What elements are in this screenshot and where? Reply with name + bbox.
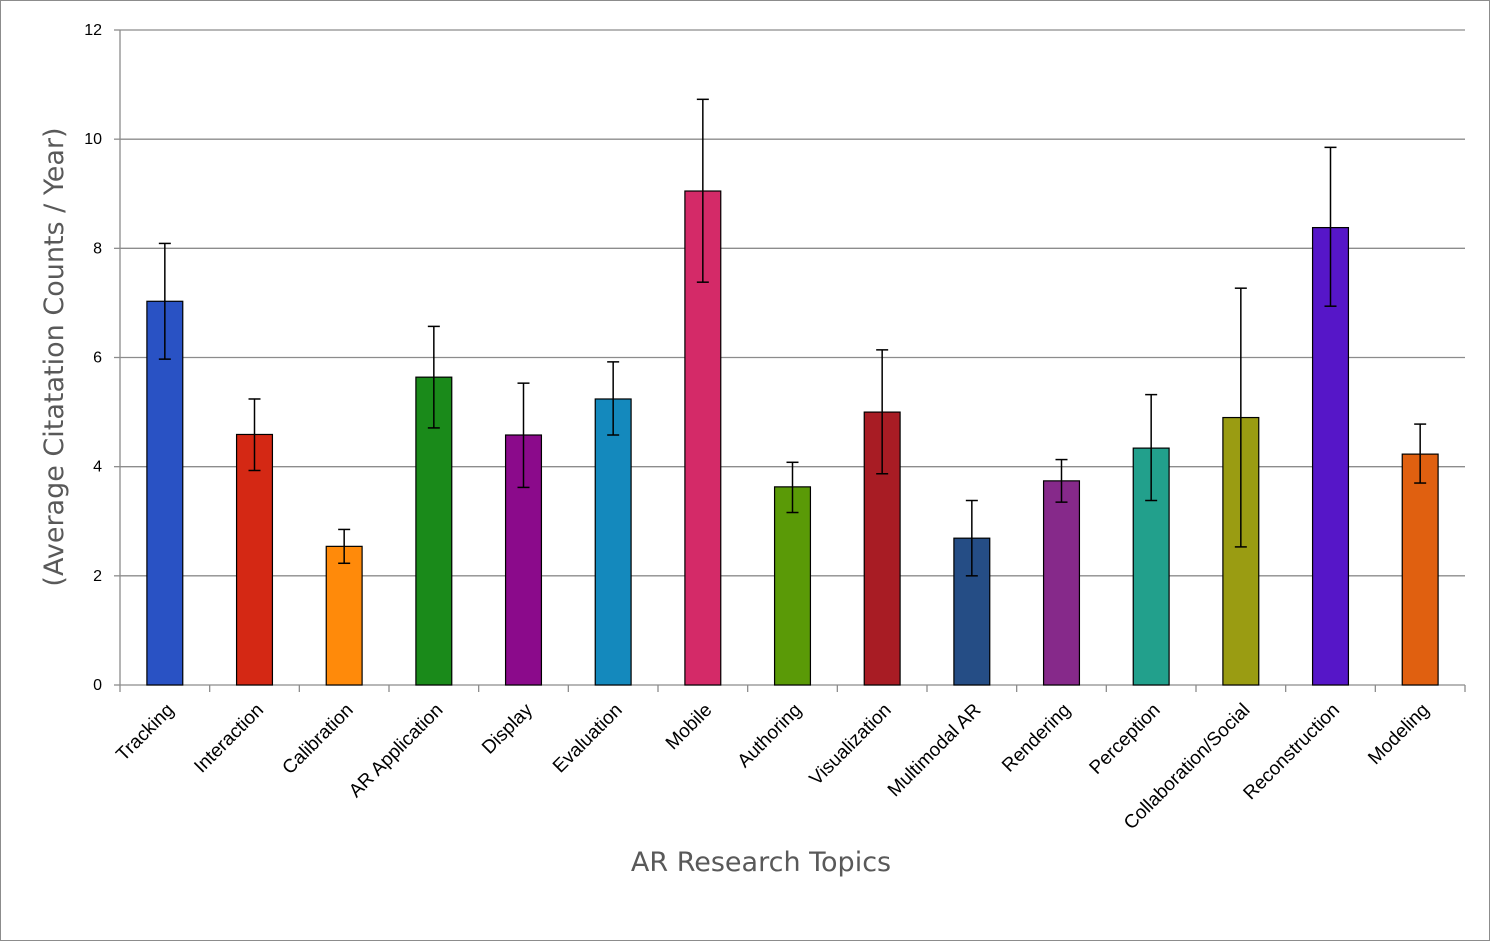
y-tick-label: 0 — [93, 677, 102, 694]
y-tick-label: 10 — [84, 131, 102, 148]
x-category-label: AR Application — [345, 700, 447, 802]
bar-modeling — [1401, 453, 1439, 686]
x-category-label: Interaction — [190, 700, 268, 778]
x-category-label: Modeling — [1364, 700, 1433, 769]
y-axis-title: (Average Citatation Counts / Year) — [39, 127, 70, 586]
x-category-label: Visualization — [806, 700, 896, 790]
x-category-label: Multimodal AR — [884, 700, 985, 801]
x-category-label: Mobile — [662, 700, 716, 754]
x-category-label: Rendering — [998, 700, 1075, 777]
x-category-label: Evaluation — [549, 700, 627, 778]
error-bars — [158, 98, 1427, 577]
y-tick-label: 12 — [84, 22, 102, 39]
bar-calibration — [325, 545, 363, 686]
bar-interaction — [235, 433, 274, 686]
x-category-label: Perception — [1086, 700, 1165, 779]
y-tick-label: 6 — [93, 350, 102, 367]
bars — [146, 190, 1439, 686]
bar-evaluation — [594, 398, 632, 686]
y-tick-label: 4 — [93, 459, 102, 476]
x-axis-title: AR Research Topics — [631, 847, 891, 878]
x-category-label: Tracking — [112, 700, 178, 766]
bar-tracking — [146, 300, 184, 686]
y-tick-label: 8 — [93, 240, 102, 257]
bar-rendering — [1042, 480, 1081, 686]
x-category-label: Calibration — [279, 700, 358, 779]
x-category-label: Reconstruction — [1240, 700, 1344, 804]
x-category-label: Display — [478, 699, 537, 758]
x-category-label: Authoring — [734, 700, 806, 772]
bar-authoring — [773, 486, 812, 686]
y-tick-label: 2 — [93, 568, 102, 585]
